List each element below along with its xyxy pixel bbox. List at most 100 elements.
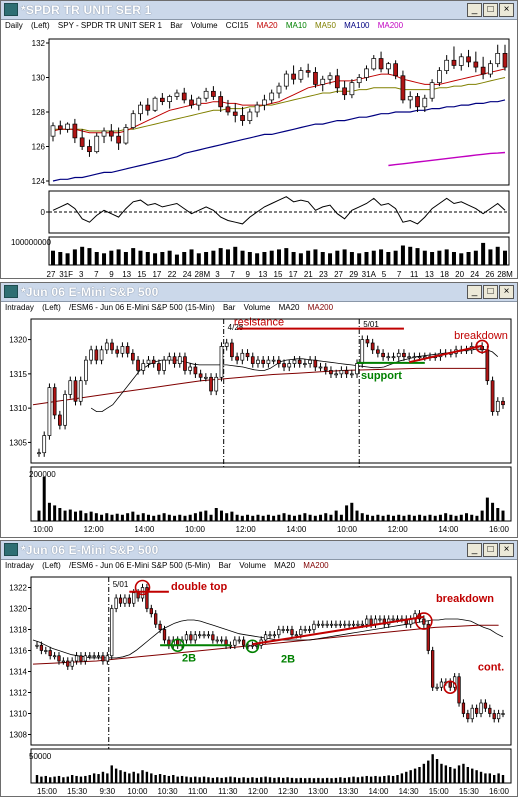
chart-type-label: Bar	[218, 561, 231, 570]
candle-body	[84, 359, 88, 382]
candle-body	[448, 681, 452, 688]
volume-bar	[196, 253, 201, 265]
close-icon[interactable]: ×	[499, 285, 514, 299]
volume-bar	[225, 249, 230, 265]
volume-bar	[491, 502, 495, 521]
window-title: *SPDR TR UNIT SER 1	[21, 3, 152, 17]
candle-body	[230, 342, 234, 358]
candle-body	[396, 352, 401, 358]
window-titlebar[interactable]: *Jun 06 E-Mini S&P 500 _ □ ×	[1, 541, 517, 560]
close-icon[interactable]: ×	[499, 3, 514, 17]
chart-subtitle-bar: Daily (Left) SPY - SPDR TR UNIT SER 1 Ba…	[5, 21, 518, 34]
volume-bar	[317, 777, 320, 783]
candle-body	[206, 634, 211, 637]
maximize-icon[interactable]: □	[483, 3, 498, 17]
volume-bar	[131, 511, 135, 521]
session-label: 5/01	[113, 580, 129, 589]
volume-bar	[110, 514, 114, 521]
candle-body	[501, 713, 505, 715]
volume-bar	[242, 777, 245, 783]
candle-body	[457, 676, 461, 704]
candle-body	[154, 613, 158, 625]
candle-body	[66, 660, 70, 667]
volume-bar	[386, 252, 391, 265]
volume-bar	[167, 514, 171, 521]
volume-bar	[493, 775, 496, 783]
minimize-icon[interactable]: _	[467, 543, 482, 557]
x-tick-label: 21	[304, 270, 313, 279]
candle-body	[364, 68, 369, 78]
x-tick-label: 14:00	[438, 525, 459, 534]
volume-bar	[211, 777, 215, 783]
volume-bar	[87, 248, 92, 265]
volume-bar	[84, 513, 88, 521]
candle-body	[303, 629, 307, 631]
candle-body	[299, 629, 303, 636]
volume-bar	[123, 771, 127, 783]
maximize-icon[interactable]: □	[483, 285, 498, 299]
candle-body	[203, 90, 209, 99]
window-titlebar[interactable]: *SPDR TR UNIT SER 1 _ □ ×	[1, 1, 517, 20]
x-tick-label: 20	[455, 270, 464, 279]
volume-bar	[396, 775, 399, 783]
minimize-icon[interactable]: _	[467, 285, 482, 299]
volume-tick-label: 50000	[29, 752, 52, 761]
candle-body	[360, 339, 365, 364]
volume-bar	[497, 773, 500, 783]
x-tick-label: 28M	[497, 270, 513, 279]
volume-bar	[115, 513, 119, 521]
candle-body	[426, 623, 430, 651]
volume-bar	[269, 250, 274, 265]
volume-bar	[364, 252, 369, 265]
chart-window-es-5min: *Jun 06 E-Mini S&P 500 _ □ × Intraday (L…	[0, 540, 518, 797]
x-tick-label: 14:00	[134, 525, 155, 534]
candle-body	[269, 92, 275, 101]
volume-bar	[202, 776, 206, 783]
y-tick-label: 1315	[9, 370, 27, 379]
candle-body	[321, 623, 325, 626]
ma100-line	[52, 99, 506, 182]
volume-bar	[277, 514, 281, 521]
volume-bar	[58, 252, 63, 265]
volume-bar	[378, 776, 382, 783]
axis-side-label: (Left)	[31, 21, 50, 30]
volume-bar	[324, 513, 328, 521]
candle-body	[349, 373, 354, 376]
volume-bar	[183, 515, 187, 521]
volume-bar	[465, 513, 469, 521]
candle-body	[241, 639, 246, 646]
breakdown-marker	[415, 612, 433, 630]
candle-body	[44, 650, 48, 652]
maximize-icon[interactable]: □	[483, 543, 498, 557]
volume-bar	[475, 770, 478, 783]
volume-bar	[255, 253, 260, 265]
window-titlebar[interactable]: *Jun 06 E-Mini S&P 500 _ □ ×	[1, 283, 517, 302]
volume-bar	[473, 250, 478, 265]
x-tick-label: 9:30	[99, 787, 115, 796]
close-icon[interactable]: ×	[499, 543, 514, 557]
candle-body	[198, 634, 202, 637]
candle-body	[79, 137, 85, 147]
osc-tick-label: 0	[41, 208, 46, 217]
candle-body	[371, 58, 377, 70]
volume-bar	[281, 777, 285, 783]
candle-body	[130, 113, 136, 128]
price-pane	[30, 576, 512, 746]
volume-bar	[220, 777, 223, 783]
volume-bar	[246, 777, 250, 783]
volume-bar	[106, 773, 109, 783]
minimize-icon[interactable]: _	[467, 3, 482, 17]
candle-body	[94, 135, 100, 153]
volume-label: Volume	[190, 21, 218, 30]
y-tick-label: 1320	[9, 605, 27, 614]
candle-body	[323, 366, 328, 371]
volume-bar	[291, 252, 296, 265]
legend-ma200: MA200	[303, 561, 329, 570]
volume-bar	[141, 770, 144, 783]
x-tick-label: 12:00	[388, 525, 409, 534]
x-tick-label: 13:30	[338, 787, 359, 796]
volume-bar	[501, 775, 505, 783]
volume-bar	[216, 777, 219, 783]
candle-body	[479, 702, 483, 714]
volume-bar	[335, 250, 340, 265]
